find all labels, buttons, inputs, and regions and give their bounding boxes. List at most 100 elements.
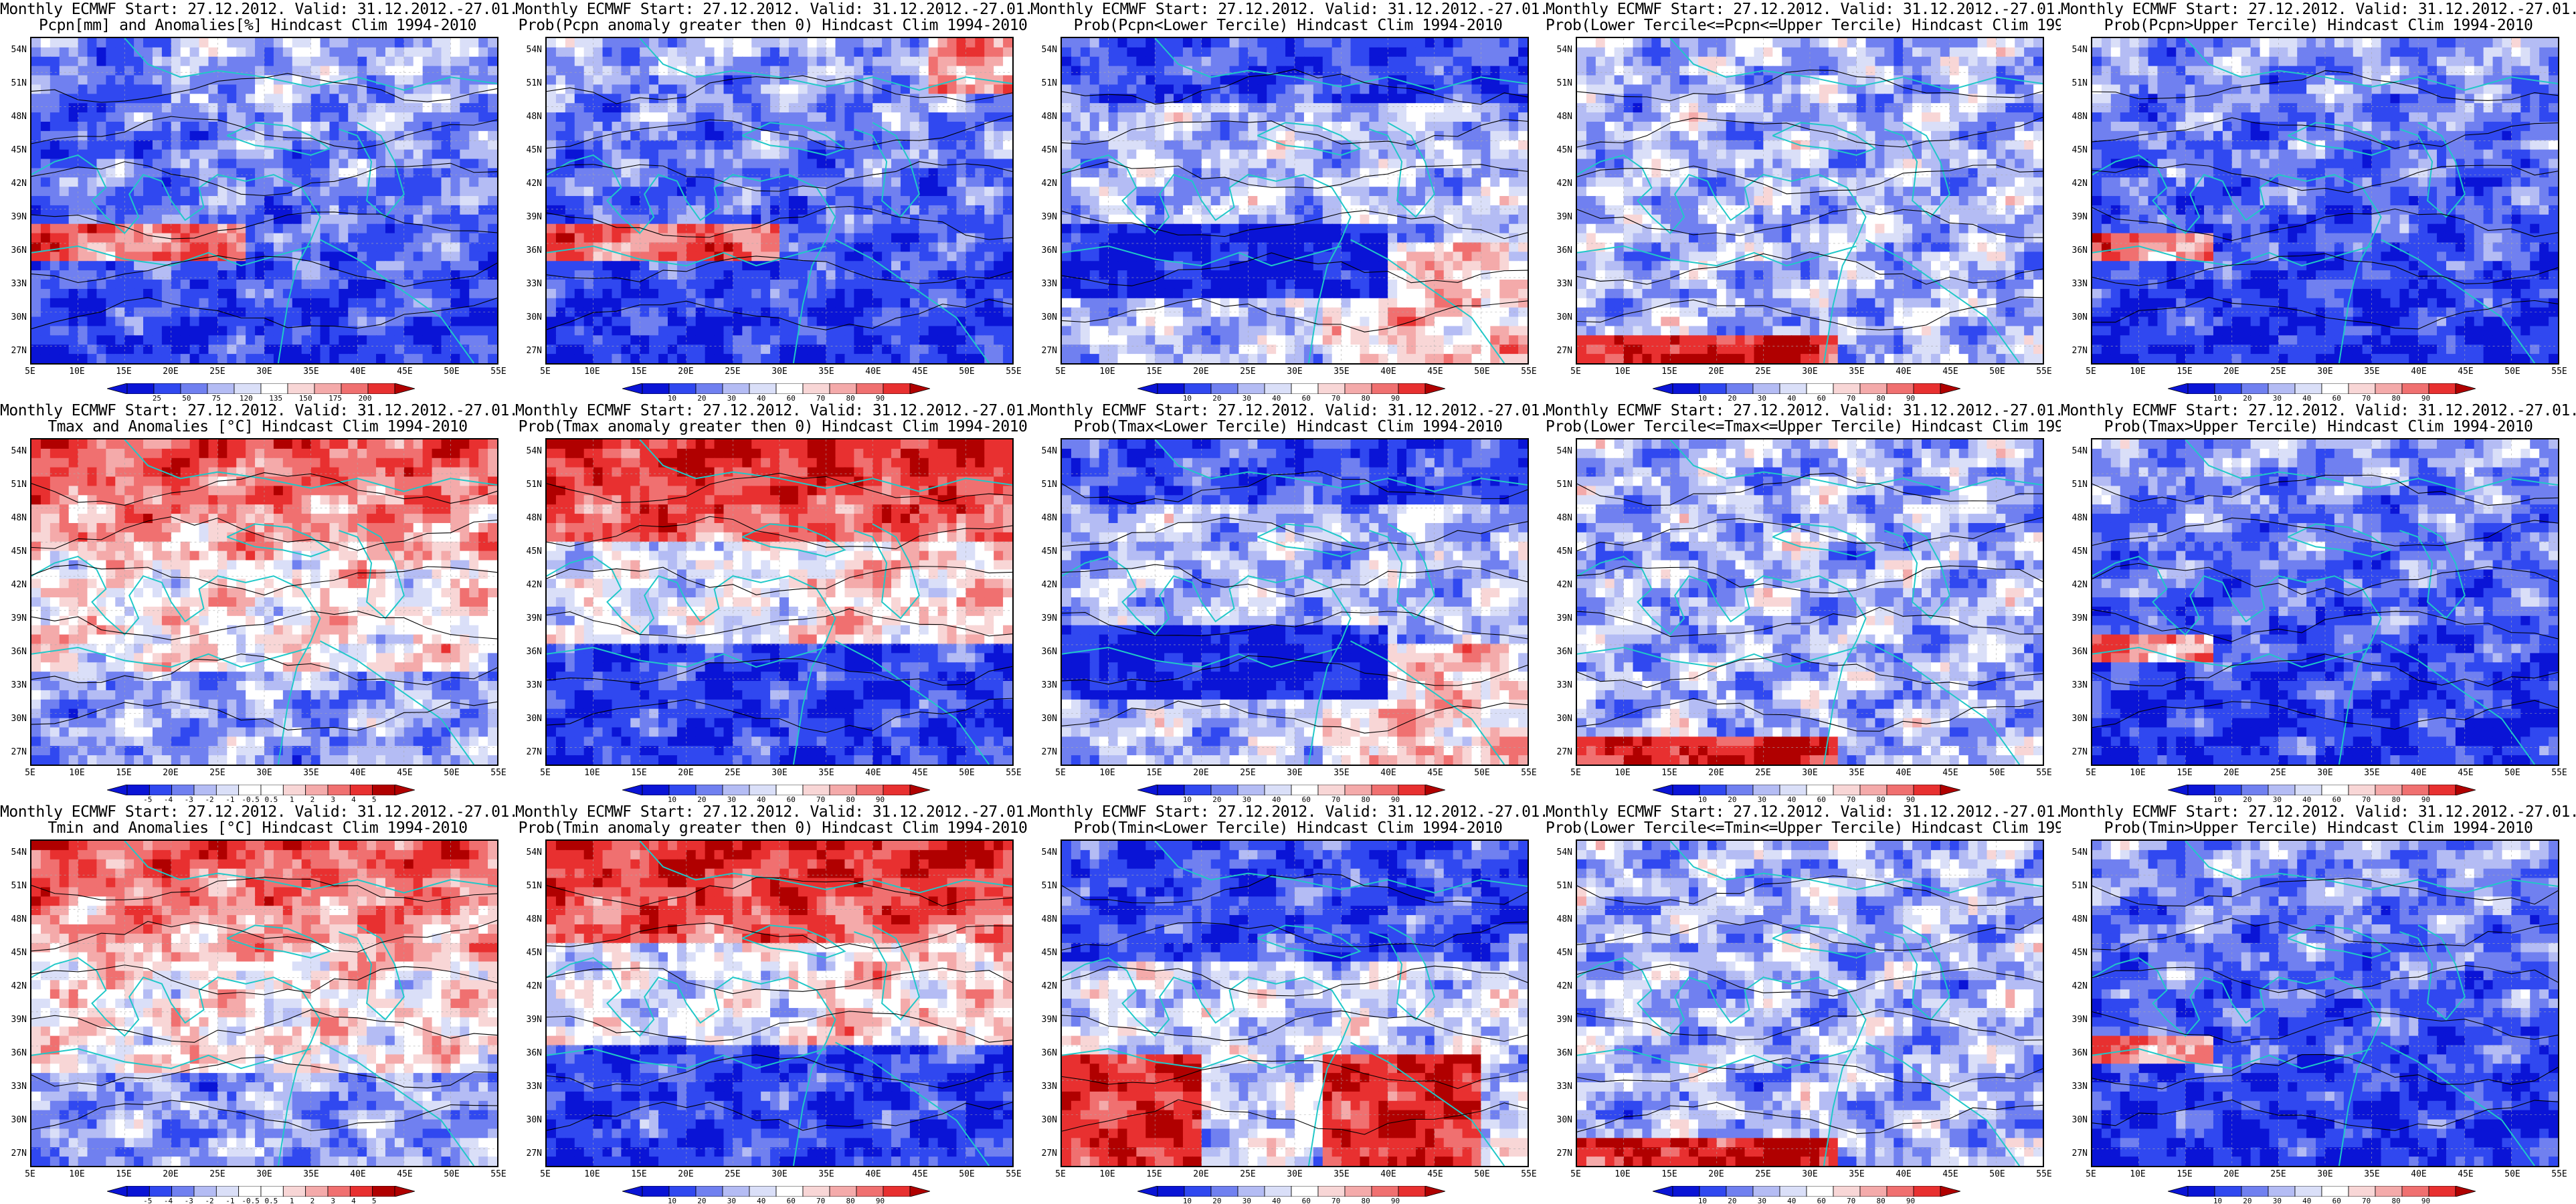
colorbar-swatch bbox=[749, 785, 777, 795]
latitude-label: 36N bbox=[1, 647, 27, 657]
coastline bbox=[2185, 38, 2558, 91]
latitude-label: 45N bbox=[1, 145, 27, 155]
colorbar-swatch bbox=[2294, 1186, 2322, 1197]
coastline bbox=[547, 245, 826, 267]
colorbar-swatch bbox=[2187, 1186, 2215, 1197]
panel-title-line1: Monthly ECMWF Start: 27.12.2012. Valid: … bbox=[1030, 403, 1546, 419]
latitude-label: 54N bbox=[1, 45, 27, 55]
forecast-map bbox=[1576, 839, 2044, 1167]
longitude-label: 55E bbox=[485, 768, 512, 778]
contour-line bbox=[1062, 611, 1528, 639]
longitude-label: 40E bbox=[1890, 768, 1917, 778]
longitude-label: 5E bbox=[1562, 1169, 1589, 1179]
colorbar-label: 10 bbox=[2206, 795, 2229, 803]
longitude-label: 30E bbox=[1797, 1169, 1823, 1179]
colorbar-swatch bbox=[1344, 1186, 1372, 1197]
contour-line bbox=[547, 967, 1012, 995]
colorbar-label: 70 bbox=[2355, 394, 2378, 401]
contour-line bbox=[2092, 878, 2558, 907]
longitude-label: 15E bbox=[110, 1169, 137, 1179]
latitude-label: 42N bbox=[1547, 179, 1572, 189]
latitude-label: 36N bbox=[1, 1048, 27, 1058]
colorbar-label: 20 bbox=[1206, 795, 1228, 803]
longitude-label: 20E bbox=[1188, 768, 1214, 778]
coastline bbox=[1257, 924, 1362, 959]
latitude-label: 39N bbox=[517, 613, 542, 623]
coastline bbox=[2399, 924, 2466, 1021]
colorbar-swatch bbox=[1371, 785, 1399, 795]
longitude-label: 55E bbox=[1515, 1169, 1542, 1179]
contour-line bbox=[31, 255, 497, 288]
colorbar-label: 30 bbox=[1750, 1197, 1773, 1204]
longitude-label: 5E bbox=[2078, 768, 2104, 778]
colorbar-swatch bbox=[2375, 785, 2403, 795]
latitude-label: 51N bbox=[1547, 480, 1572, 490]
forecast-field bbox=[1062, 439, 1528, 765]
colorbar-label: 80 bbox=[839, 394, 862, 401]
colorbar-swatch bbox=[215, 1186, 240, 1197]
colorbar-swatch bbox=[2348, 1186, 2376, 1197]
longitude-label: 15E bbox=[2171, 768, 2198, 778]
colorbar-label: 25 bbox=[145, 394, 168, 401]
colorbar-label: -1 bbox=[219, 795, 242, 803]
longitude-label: 55E bbox=[2031, 1169, 2057, 1179]
longitude-label: 45E bbox=[907, 1169, 933, 1179]
colorbar-label: 10 bbox=[2206, 394, 2229, 401]
colorbar-label: 10 bbox=[1176, 1197, 1198, 1204]
panel-title-line2: Prob(Tmax>Upper Tercile) Hindcast Clim 1… bbox=[2061, 419, 2576, 435]
colorbar-label: 80 bbox=[839, 1197, 862, 1204]
colorbar-label: 60 bbox=[1295, 394, 1317, 401]
colorbar-swatch bbox=[1833, 1186, 1861, 1197]
longitude-label: 25E bbox=[719, 1169, 746, 1179]
coastline bbox=[1062, 245, 1342, 267]
colorbar-label: 5 bbox=[363, 795, 385, 803]
coastline bbox=[1062, 1048, 1342, 1070]
latitude-label: 45N bbox=[1, 948, 27, 958]
forecast-field bbox=[2092, 841, 2558, 1166]
latitude-label: 33N bbox=[2062, 279, 2088, 289]
colorbar-label: 40 bbox=[750, 1197, 773, 1204]
color-bar bbox=[622, 785, 930, 795]
latitude-label: 48N bbox=[1, 914, 27, 924]
panel-title-line1: Monthly ECMWF Start: 27.12.2012. Valid: … bbox=[515, 804, 1030, 820]
colorbar-swatch bbox=[1210, 1186, 1238, 1197]
colorbar-arrow-low bbox=[622, 383, 643, 394]
longitude-label: 20E bbox=[157, 768, 184, 778]
colorbar-swatch bbox=[1779, 785, 1807, 795]
colorbar-swatch bbox=[287, 383, 315, 394]
contour-line bbox=[1062, 252, 1528, 286]
latitude-label: 39N bbox=[1, 1015, 27, 1025]
colorbar-swatch bbox=[2375, 383, 2403, 394]
contour-line bbox=[1577, 565, 2043, 594]
panel-title-line1: Monthly ECMWF Start: 27.12.2012. Valid: … bbox=[0, 804, 515, 820]
forecast-field bbox=[31, 841, 497, 1166]
coastline bbox=[1884, 523, 1950, 619]
colorbar-arrow-high bbox=[394, 383, 415, 394]
colorbar-swatch bbox=[1157, 383, 1185, 394]
latitude-label: 51N bbox=[517, 480, 542, 490]
longitude-label: 20E bbox=[1188, 1169, 1214, 1179]
colorbar-label: 3 bbox=[322, 795, 345, 803]
panel-title-line1: Monthly ECMWF Start: 27.12.2012. Valid: … bbox=[515, 403, 1030, 419]
coastline bbox=[1772, 924, 1877, 959]
latitude-label: 39N bbox=[1032, 1015, 1057, 1025]
colorbar-swatch bbox=[1237, 1186, 1265, 1197]
colorbar-label: 40 bbox=[2296, 394, 2318, 401]
colorbar-label: 80 bbox=[2385, 394, 2407, 401]
latitude-label: 48N bbox=[517, 914, 542, 924]
longitude-label: 5E bbox=[17, 1169, 43, 1179]
colorbar-swatch bbox=[1210, 785, 1238, 795]
longitude-label: 40E bbox=[860, 367, 887, 377]
contour-line bbox=[1062, 921, 1528, 950]
colorbar-swatch bbox=[314, 383, 342, 394]
colorbar-arrow-low bbox=[1653, 383, 1673, 394]
contour-line bbox=[1577, 917, 2043, 951]
colorbar-swatch bbox=[1752, 383, 1780, 394]
contour-line bbox=[547, 161, 1012, 192]
map-panel: Monthly ECMWF Start: 27.12.2012. Valid: … bbox=[1030, 803, 1546, 1204]
coastline bbox=[741, 523, 846, 557]
colorbar-arrow-low bbox=[1137, 383, 1158, 394]
colorbar-swatch bbox=[2268, 383, 2296, 394]
latitude-label: 27N bbox=[517, 747, 542, 757]
longitude-label: 30E bbox=[2312, 1169, 2338, 1179]
